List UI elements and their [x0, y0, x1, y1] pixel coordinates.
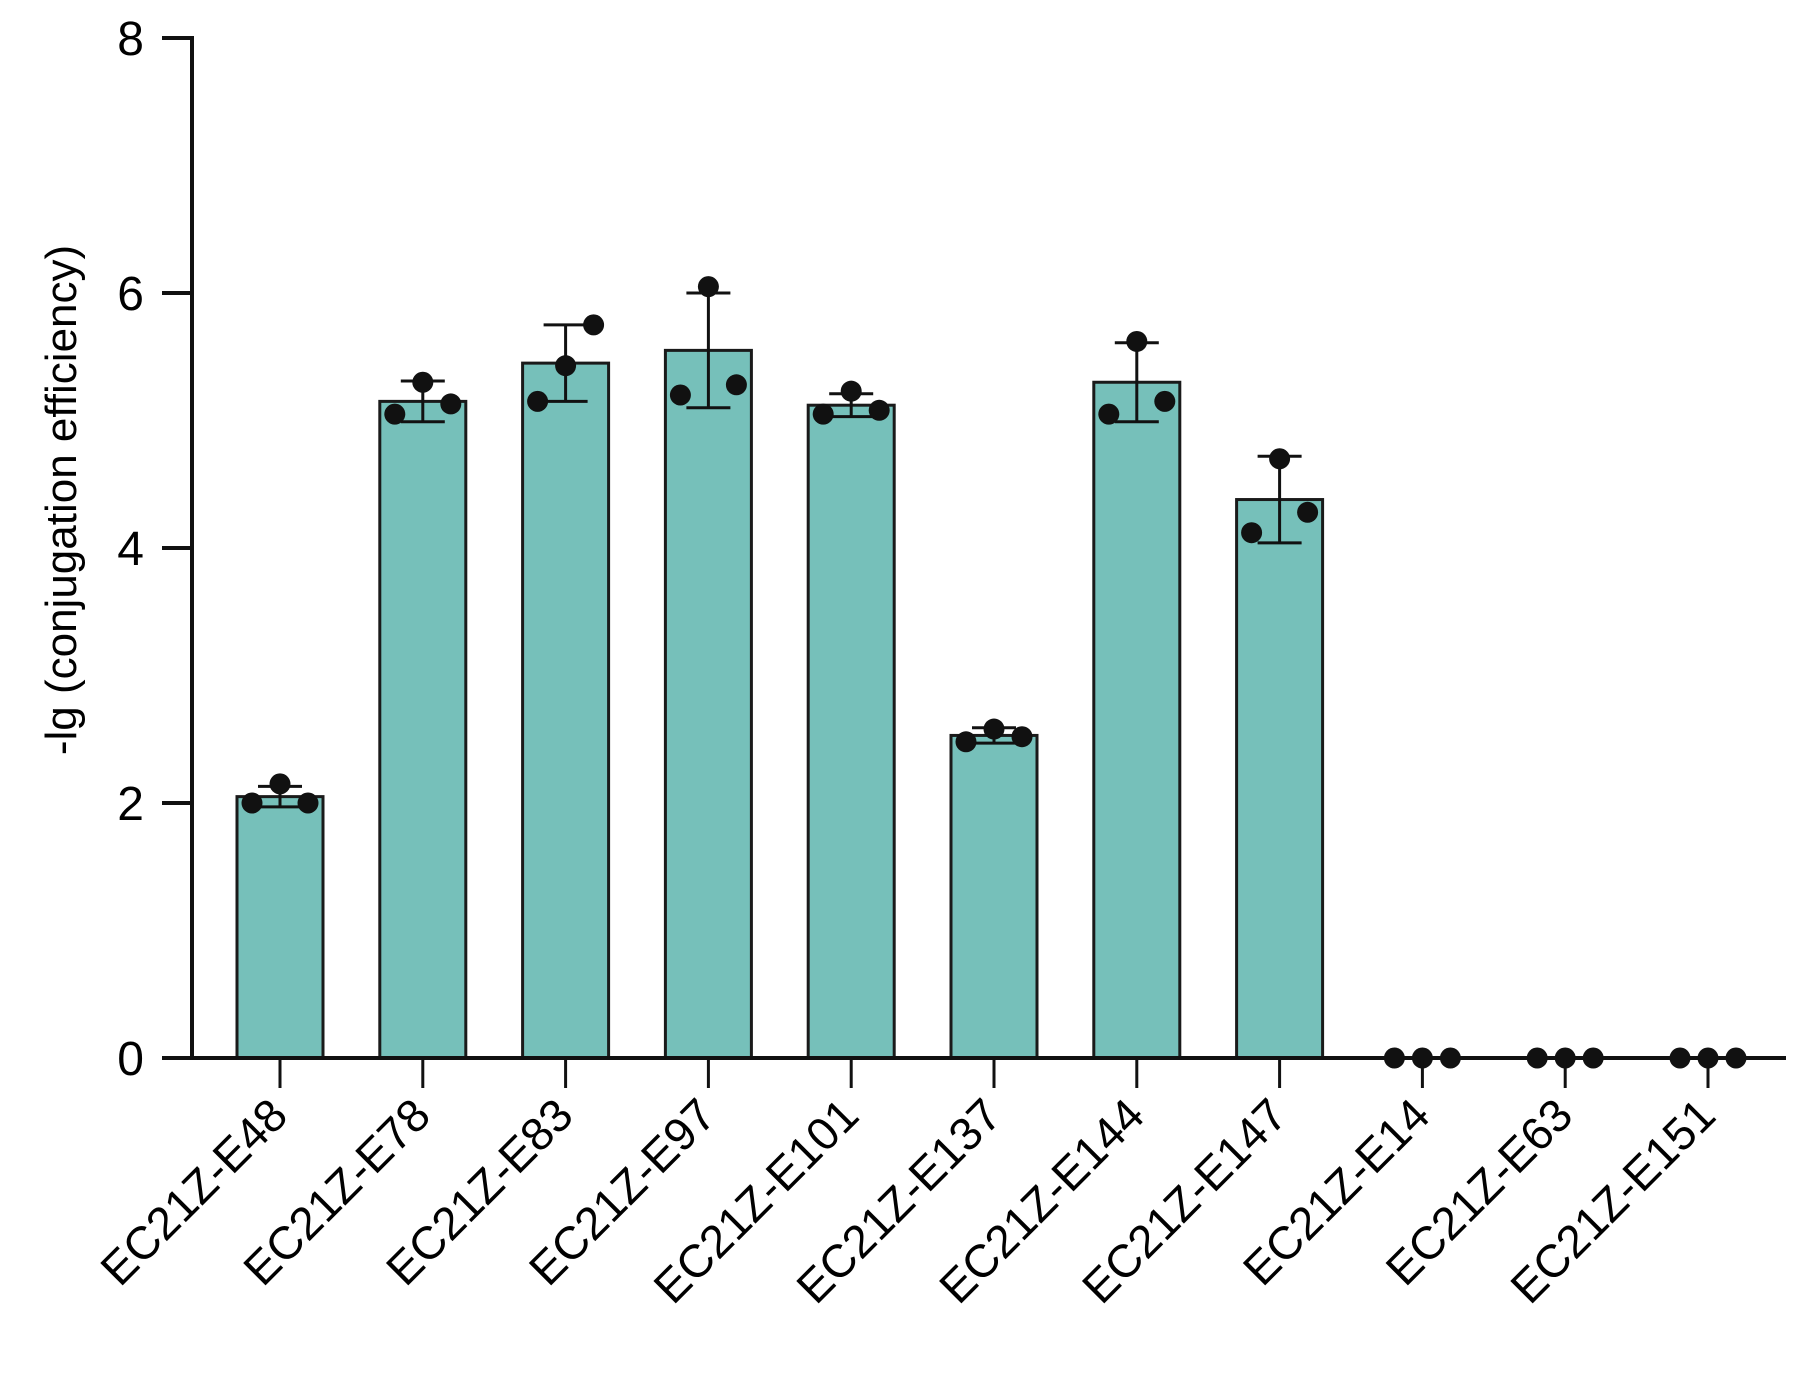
data-point-ec21z-e137: [983, 718, 1005, 740]
data-point-ec21z-e83: [527, 390, 549, 412]
data-point-ec21z-e147: [1241, 522, 1263, 544]
data-point-ec21z-e78: [440, 393, 462, 415]
data-point-ec21z-e137: [1011, 726, 1033, 748]
bar-ec21z-e101: [806, 403, 896, 1060]
y-tick-label: 2: [117, 778, 144, 831]
data-point-ec21z-e144: [1098, 403, 1120, 425]
data-point-ec21z-e78: [412, 371, 434, 393]
bar-ec21z-e48: [235, 795, 325, 1060]
y-tick-label: 4: [117, 523, 144, 576]
data-point-ec21z-e144: [1154, 390, 1176, 412]
data-point-ec21z-e147: [1297, 501, 1319, 523]
data-point-ec21z-e97: [725, 374, 747, 396]
data-point-ec21z-e101: [840, 380, 862, 402]
bar-ec21z-e137: [949, 733, 1039, 1060]
data-points-layer: [241, 276, 1747, 1069]
bar-ec21z-e83: [521, 361, 611, 1060]
data-point-ec21z-e144: [1126, 330, 1148, 352]
data-point-ec21z-e137: [955, 731, 977, 753]
data-point-ec21z-e48: [241, 792, 263, 814]
labels-layer: EC21Z-E48EC21Z-E78EC21Z-E83EC21Z-E97EC21…: [90, 13, 1725, 1313]
bar-ec21z-e147: [1235, 498, 1325, 1060]
data-point-ec21z-e83: [555, 355, 577, 377]
data-point-ec21z-e48: [297, 792, 319, 814]
data-point-ec21z-e101: [868, 399, 890, 421]
data-point-ec21z-e83: [583, 314, 605, 336]
data-point-ec21z-e78: [384, 403, 406, 425]
bar-ec21z-e144: [1092, 380, 1182, 1060]
data-point-ec21z-e97: [669, 384, 691, 406]
y-tick-label: 6: [117, 268, 144, 321]
y-axis-title: -lg (conjugation efficiency): [37, 245, 86, 755]
data-point-ec21z-e97: [697, 276, 719, 298]
data-point-ec21z-e48: [269, 773, 291, 795]
bar-ec21z-e78: [378, 399, 468, 1060]
y-tick-label: 0: [117, 1033, 144, 1086]
bar-ec21z-e97: [663, 348, 753, 1060]
data-point-ec21z-e147: [1269, 448, 1291, 470]
data-point-ec21z-e101: [812, 403, 834, 425]
bars-layer: [235, 348, 1325, 1060]
y-tick-label: 8: [117, 13, 144, 66]
axes-layer: [162, 36, 1786, 1088]
